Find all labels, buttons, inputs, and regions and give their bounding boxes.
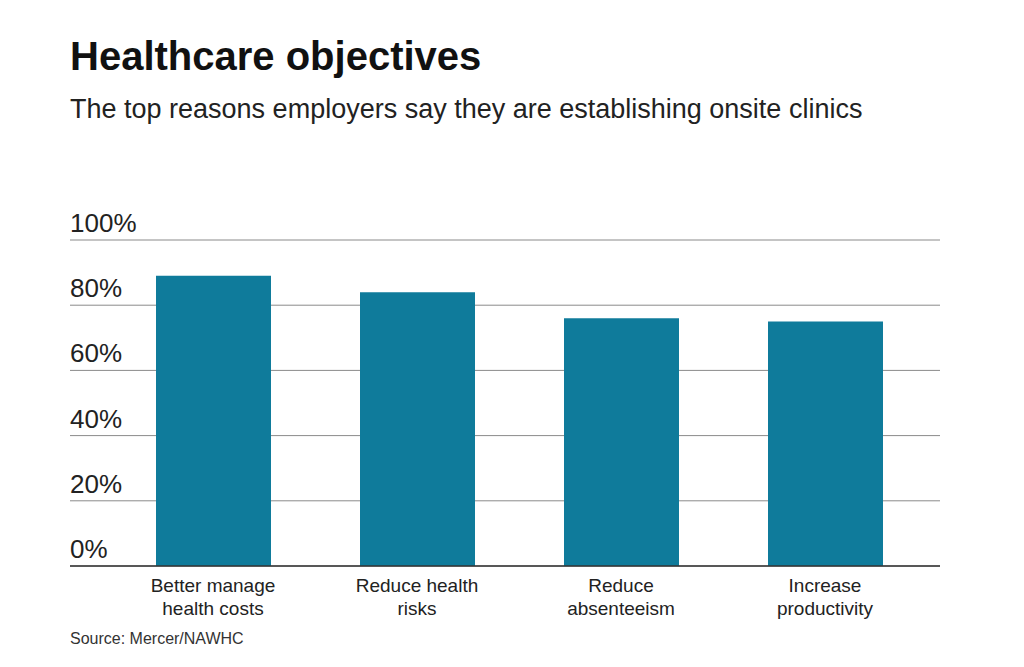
svg-text:80%: 80% xyxy=(70,273,122,303)
svg-text:Reduce healthrisks: Reduce healthrisks xyxy=(356,575,479,619)
html-text:Source: Mercer/NAWHC: Source: Mercer/NAWHC xyxy=(70,630,244,647)
svg-text:60%: 60% xyxy=(70,338,122,368)
html-text:The top reasons employers say: The top reasons employers say they are e… xyxy=(70,94,863,124)
svg-text:Reduceabsenteeism: Reduceabsenteeism xyxy=(567,575,675,619)
html-text:Healthcare objectives: Healthcare objectives xyxy=(70,34,482,78)
svg-text:Increaseproductivity: Increaseproductivity xyxy=(777,575,874,619)
svg-text:0%: 0% xyxy=(70,534,108,564)
svg-text:40%: 40% xyxy=(70,404,122,434)
svg-text:Better managehealth costs: Better managehealth costs xyxy=(151,575,276,619)
svg-text:20%: 20% xyxy=(70,469,122,499)
svg-text:100%: 100% xyxy=(70,208,137,238)
